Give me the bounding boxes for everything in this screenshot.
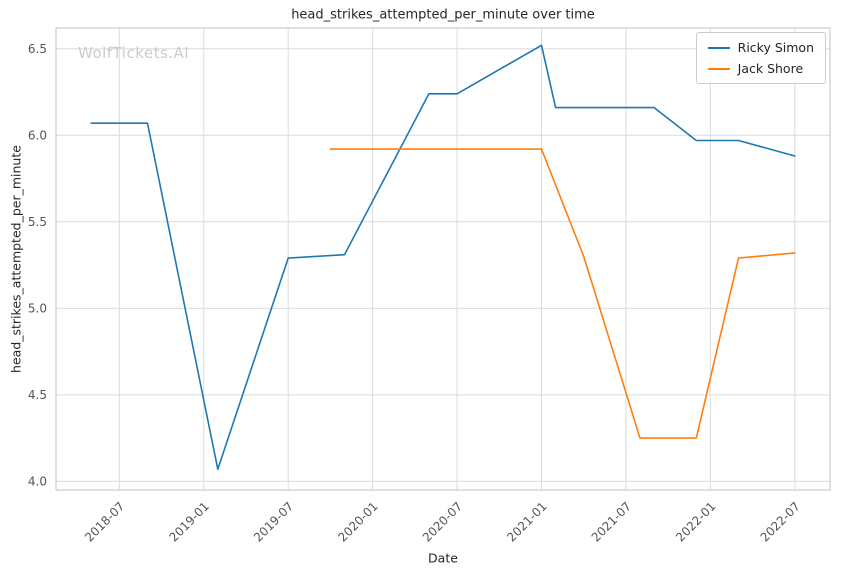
legend-item-jack-shore: Jack Shore bbox=[707, 61, 814, 76]
watermark: WolfTickets.AI bbox=[78, 44, 190, 62]
x-axis-label: Date bbox=[428, 550, 458, 566]
x-tick-label: 2019-01 bbox=[167, 499, 212, 544]
legend: Ricky Simon Jack Shore bbox=[695, 32, 826, 84]
y-tick-label: 6.5 bbox=[28, 42, 47, 56]
legend-label-jack-shore: Jack Shore bbox=[737, 61, 804, 76]
series-line-jack-shore bbox=[329, 148, 796, 439]
x-tick-label: 2022-01 bbox=[673, 499, 718, 544]
x-tick-label: 2020-01 bbox=[335, 499, 380, 544]
y-tick-label: 4.5 bbox=[28, 388, 47, 402]
plot-area bbox=[56, 28, 830, 490]
x-tick-label: 2021-01 bbox=[504, 499, 549, 544]
y-tick-label: 6.0 bbox=[28, 128, 47, 142]
legend-swatch-jack-shore bbox=[707, 67, 730, 70]
x-tick-label: 2018-07 bbox=[82, 499, 127, 544]
y-axis-label: head_strikes_attempted_per_minute bbox=[8, 145, 24, 373]
plot-frame bbox=[55, 27, 831, 491]
legend-swatch-ricky-simon bbox=[707, 46, 730, 49]
legend-item-ricky-simon: Ricky Simon bbox=[707, 40, 814, 55]
chart-title: head_strikes_attempted_per_minute over t… bbox=[291, 7, 595, 23]
y-tick-label: 4.0 bbox=[28, 474, 47, 488]
x-tick-label: 2020-07 bbox=[420, 499, 465, 544]
x-tick-label: 2022-07 bbox=[758, 499, 803, 544]
legend-label-ricky-simon: Ricky Simon bbox=[737, 40, 814, 55]
x-tick-label: 2021-07 bbox=[589, 499, 634, 544]
y-tick-label: 5.5 bbox=[28, 215, 47, 229]
x-tick-label: 2019-07 bbox=[251, 499, 296, 544]
series-line-ricky-simon bbox=[90, 44, 796, 471]
y-tick-label: 5.0 bbox=[28, 301, 47, 315]
